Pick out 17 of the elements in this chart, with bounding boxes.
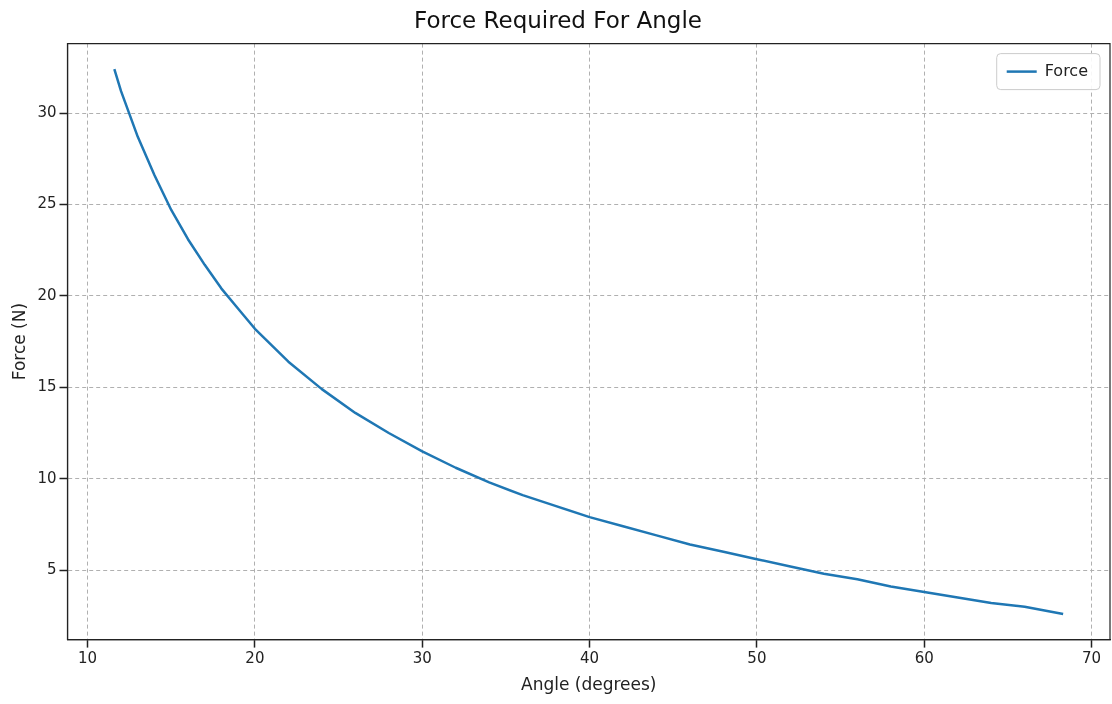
x-tick-label: 20 [245, 649, 265, 668]
x-tick-label: 50 [747, 649, 767, 668]
y-tick-label: 5 [46, 560, 57, 579]
y-tick-label: 25 [37, 194, 57, 213]
x-tick-label: 60 [914, 649, 934, 668]
y-axis-title: Force (N) [8, 302, 29, 381]
x-tick-label: 30 [412, 649, 432, 668]
chart-title: Force Required For Angle [414, 6, 702, 33]
x-tick-label: 10 [78, 649, 98, 668]
legend-label: Force [1044, 60, 1089, 80]
y-tick-label: 30 [37, 102, 57, 121]
x-axis-title: Angle (degrees) [521, 674, 657, 695]
y-tick-label: 20 [37, 285, 57, 304]
x-tick-label: 70 [1082, 649, 1102, 668]
y-tick-label: 15 [37, 377, 57, 396]
y-tick-label: 10 [37, 468, 57, 487]
x-tick-label: 40 [580, 649, 600, 668]
